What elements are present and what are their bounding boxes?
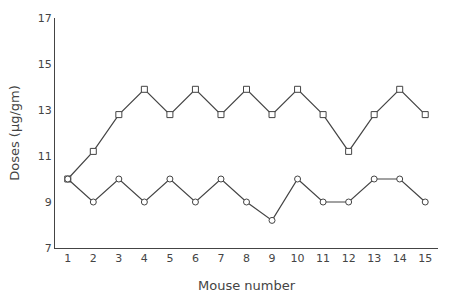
svg-text:11: 11: [38, 150, 52, 163]
svg-text:13: 13: [38, 104, 52, 117]
svg-text:17: 17: [38, 12, 52, 25]
svg-text:14: 14: [393, 252, 407, 265]
svg-text:3: 3: [115, 252, 122, 265]
svg-text:7: 7: [217, 252, 224, 265]
svg-text:Doses (μg/gm): Doses (μg/gm): [7, 85, 22, 181]
svg-text:15: 15: [418, 252, 432, 265]
svg-text:7: 7: [45, 242, 52, 255]
svg-text:12: 12: [342, 252, 356, 265]
svg-text:11: 11: [316, 252, 330, 265]
svg-text:6: 6: [192, 252, 199, 265]
svg-text:5: 5: [166, 252, 173, 265]
svg-text:2: 2: [90, 252, 97, 265]
svg-text:9: 9: [45, 196, 52, 209]
svg-text:13: 13: [367, 252, 381, 265]
svg-text:10: 10: [291, 252, 305, 265]
svg-text:15: 15: [38, 58, 52, 71]
svg-text:4: 4: [141, 252, 148, 265]
svg-text:Mouse number: Mouse number: [198, 278, 296, 293]
svg-text:9: 9: [269, 252, 276, 265]
svg-text:8: 8: [243, 252, 250, 265]
svg-text:1: 1: [64, 252, 71, 265]
